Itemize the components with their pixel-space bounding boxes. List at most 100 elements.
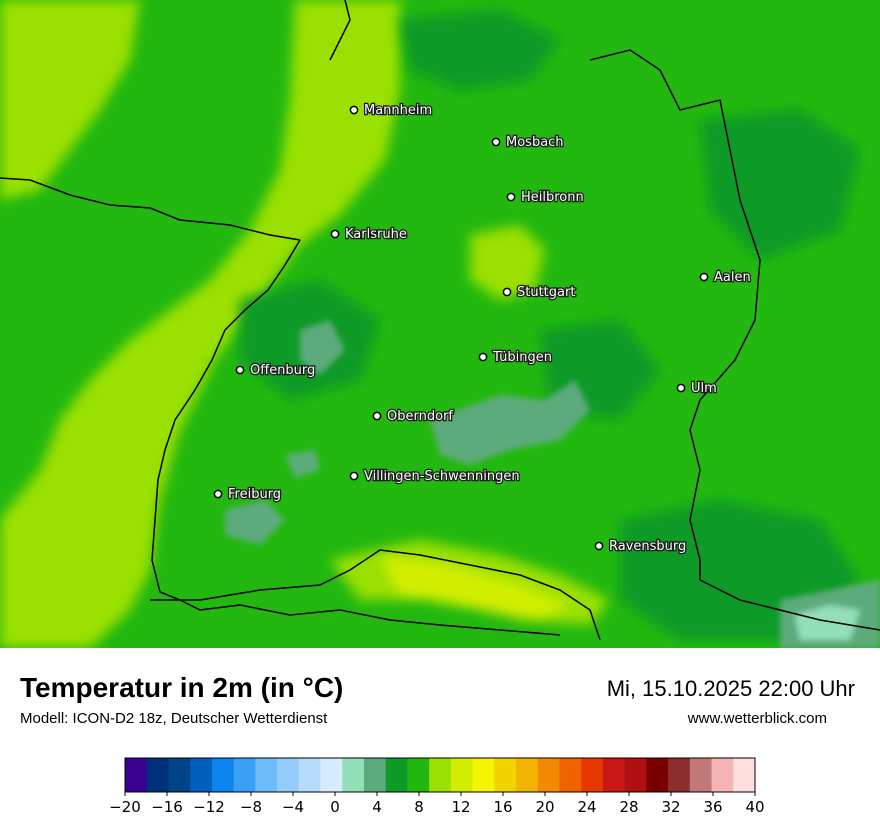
city-karlsruhe[interactable]: Karlsruhe [330, 226, 408, 243]
city-label: Heilbronn [521, 190, 584, 205]
legend-swatch [494, 758, 517, 792]
west-border [0, 177, 301, 241]
legend-tick-label: 0 [330, 798, 340, 816]
forecast-datetime: Mi, 15.10.2025 22:00 Uhr [606, 676, 855, 701]
baar-field [285, 450, 320, 478]
temperature-map[interactable]: Mannheim Mosbach Heilbronn Karlsruhe Aalen St… [0, 0, 880, 648]
city-label: Ulm [691, 381, 717, 396]
dark-green-field-2 [700, 110, 860, 260]
legend-tick-label: 16 [493, 798, 512, 816]
city-t-bingen[interactable]: Tübingen [478, 349, 553, 366]
city-marker-dot [502, 287, 512, 297]
legend-swatch [320, 758, 343, 792]
heilbronn-field [470, 225, 545, 300]
field-layer-cold [225, 320, 880, 648]
city-offenburg[interactable]: Offenburg [235, 362, 317, 379]
legend-swatch [559, 758, 582, 792]
legend-tick-label: 4 [372, 798, 382, 816]
legend-tick-label: 40 [745, 798, 764, 816]
legend-tick-label: 20 [535, 798, 554, 816]
city-oberndorf[interactable]: Oberndorf [372, 408, 455, 425]
northwest-field [0, 0, 140, 200]
city-label: Offenburg [250, 363, 315, 378]
city-ulm[interactable]: Ulm [676, 380, 718, 397]
legend-swatch [668, 758, 691, 792]
legend-swatch [689, 758, 713, 792]
city-villingen-schwenningen[interactable]: Villingen-Schwenningen [349, 468, 521, 485]
south-border [150, 549, 601, 641]
city-marker-dot [491, 137, 501, 147]
city-markers: Mannheim Mosbach Heilbronn Karlsruhe Aalen St… [213, 102, 752, 555]
city-heilbronn[interactable]: Heilbronn [506, 189, 585, 206]
east-border [589, 49, 761, 580]
legend-swatch [190, 758, 213, 792]
city-label: Karlsruhe [345, 227, 407, 242]
map-footer: Temperatur in 2m (in °C) Modell: ICON-D2… [0, 648, 880, 830]
warm-yellow-field [380, 555, 570, 620]
city-marker-dot [349, 471, 359, 481]
legend-swatch [125, 758, 148, 792]
legend-swatch [255, 758, 278, 792]
city-marker-dot [676, 383, 686, 393]
rhine-valley-field [0, 0, 400, 648]
legend-frame [124, 757, 756, 793]
city-label: Tübingen [492, 350, 552, 365]
city-marker-dot [594, 541, 604, 551]
city-marker-dot [235, 365, 245, 375]
legend-swatch [233, 758, 256, 792]
swabian-jura-field [430, 380, 590, 465]
legend-swatch [385, 758, 408, 792]
swiss-border [179, 599, 561, 636]
legend-swatch [581, 758, 604, 792]
legend-swatch [429, 758, 452, 792]
website-link[interactable]: www.wetterblick.com [687, 710, 827, 727]
rhine-border [151, 239, 301, 601]
city-label: Villingen-Schwenningen [364, 469, 520, 484]
legend-swatch [342, 758, 365, 792]
city-marker-dot [213, 489, 223, 499]
legend-tick-label: −8 [240, 798, 262, 816]
field-layer-warm [0, 0, 610, 648]
legend-swatch [277, 758, 300, 792]
legend-swatch [146, 758, 169, 792]
austrian-border [699, 579, 880, 631]
legend-tick-label: 12 [451, 798, 470, 816]
city-aalen[interactable]: Aalen [699, 269, 752, 286]
city-mannheim[interactable]: Mannheim [349, 102, 433, 119]
legend-swatch [168, 758, 191, 792]
legend-swatch [624, 758, 647, 792]
legend-swatch [472, 758, 495, 792]
color-legend: −20 −16 −12 −8 −4 0 4 8 12 16 20 24 28 32 36 40 [0, 750, 880, 830]
legend-canvas: −20 −16 −12 −8 −4 0 4 8 12 16 20 24 28 32 36 40 [109, 757, 765, 816]
city-label: Ravensburg [609, 539, 686, 554]
alps-cold-field [795, 605, 860, 640]
legend-swatch [602, 758, 626, 792]
legend-swatch [298, 758, 322, 792]
legend-swatch [646, 758, 669, 792]
city-mosbach[interactable]: Mosbach [491, 134, 565, 151]
borders [0, 0, 880, 641]
legend-swatch [211, 758, 235, 792]
black-forest-south-field [225, 500, 285, 545]
model-info: Modell: ICON-D2 18z, Deutscher Wetterdie… [20, 710, 328, 727]
north-border [329, 0, 351, 61]
map-canvas: Mannheim Mosbach Heilbronn Karlsruhe Aalen St… [0, 0, 880, 648]
city-marker-dot [349, 105, 359, 115]
legend-swatch [363, 758, 387, 792]
legend-tick-label: 32 [661, 798, 680, 816]
city-label: Mosbach [506, 135, 564, 150]
legend-tick-label: −4 [282, 798, 304, 816]
city-marker-dot [330, 229, 340, 239]
legend-swatch [733, 758, 756, 792]
city-stuttgart[interactable]: Stuttgart [502, 284, 577, 301]
legend-swatch [516, 758, 539, 792]
city-freiburg[interactable]: Freiburg [213, 486, 282, 503]
city-label: Oberndorf [387, 409, 453, 424]
legend-swatch [537, 758, 560, 792]
city-marker-dot [506, 192, 516, 202]
legend-swatch [711, 758, 734, 792]
legend-tick-label: 24 [577, 798, 596, 816]
city-ravensburg[interactable]: Ravensburg [594, 538, 688, 555]
city-marker-dot [478, 352, 488, 362]
black-forest-field [300, 320, 345, 375]
